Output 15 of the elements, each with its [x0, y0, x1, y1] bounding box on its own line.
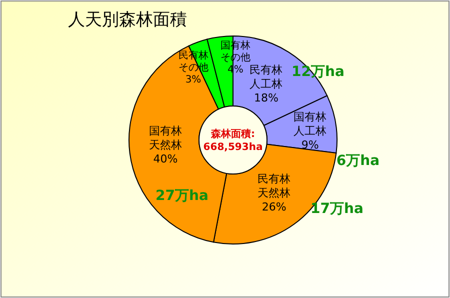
data-label: 40% — [153, 152, 178, 166]
data-label: 3% — [185, 74, 202, 86]
text: 12万ha — [292, 64, 344, 80]
data-label: 9% — [301, 138, 319, 152]
slice-label: 国有林天然林 — [149, 124, 182, 152]
slice-label: 民有林天然林 — [258, 172, 291, 200]
text: 森林面積: 668,593ha — [203, 128, 263, 153]
slice-label: 国有林人工林 — [294, 110, 327, 138]
data-label: 26% — [262, 200, 286, 214]
text: 6万ha — [336, 153, 380, 169]
data-label: 18% — [254, 92, 278, 105]
chart-title: 人天別森林面積 — [68, 10, 187, 30]
text: 27万ha — [156, 188, 208, 204]
slice-label: 民有林人工林 — [250, 64, 283, 91]
text: 17万ha — [310, 201, 364, 217]
